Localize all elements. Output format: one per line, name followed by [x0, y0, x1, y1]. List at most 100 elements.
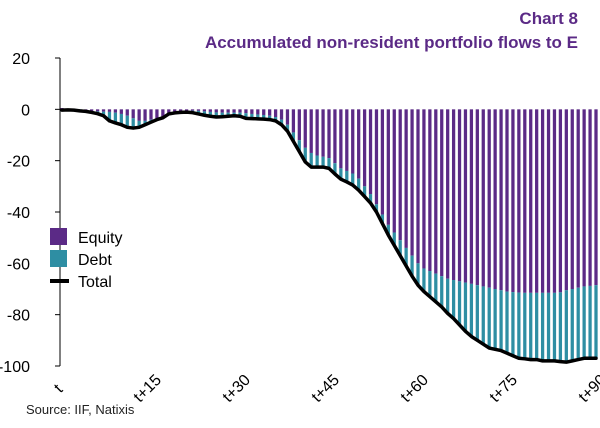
debt-bar — [226, 112, 230, 117]
equity-bar — [523, 109, 527, 293]
equity-bar — [588, 109, 592, 286]
debt-bar — [511, 292, 515, 356]
equity-bar — [244, 109, 248, 114]
equity-bar — [451, 109, 456, 281]
debt-bar — [297, 140, 301, 152]
debt-bar — [440, 276, 444, 307]
debt-bar — [451, 280, 456, 319]
equity-bar — [184, 109, 189, 111]
total-line — [60, 108, 598, 364]
debt-bar — [333, 163, 337, 175]
equity-bar — [101, 109, 106, 112]
legend-swatch-debt — [50, 250, 67, 267]
equity-bar — [285, 109, 290, 125]
debt-bar — [576, 287, 580, 360]
debt-bar — [351, 173, 355, 186]
debt-bar — [594, 285, 598, 359]
debt-bar — [273, 117, 278, 121]
debt-bar — [535, 292, 539, 360]
legend-label-debt: Debt — [78, 252, 112, 269]
equity-bar — [404, 109, 408, 248]
y-tick-label: -40 — [7, 205, 30, 222]
equity-bar — [469, 109, 474, 284]
equity-bar — [339, 109, 343, 169]
equity-bar — [190, 109, 195, 111]
equity-bar — [499, 109, 503, 291]
debt-bar — [582, 286, 586, 359]
equity-bar — [351, 109, 355, 174]
equity-bar — [386, 109, 390, 225]
equity-bar — [374, 109, 379, 205]
y-tick-label: 20 — [12, 51, 30, 68]
equity-bar — [321, 109, 325, 157]
equity-bar — [167, 109, 171, 114]
x-tick-label: t — [51, 381, 67, 397]
equity-bar — [220, 109, 224, 113]
equity-bar — [273, 109, 278, 118]
y-tick-label: -60 — [7, 256, 30, 273]
equity-bar — [398, 109, 402, 241]
debt-bar — [481, 286, 485, 345]
debt-bar — [380, 214, 385, 224]
debt-bar — [214, 112, 218, 118]
equity-bar — [256, 109, 260, 115]
y-tick-label: 0 — [21, 102, 30, 119]
debt-bar — [119, 113, 123, 125]
debt-bar — [262, 114, 266, 120]
equity-bar — [268, 109, 272, 116]
y-tick-label: -100 — [0, 359, 30, 376]
equity-bar — [161, 109, 165, 118]
equity-bar — [552, 109, 557, 293]
equity-bar — [202, 109, 207, 112]
debt-bar — [428, 271, 432, 297]
debt-bar — [131, 118, 135, 129]
equity-bar — [113, 109, 118, 113]
equity-bar — [558, 109, 563, 293]
debt-bar — [570, 289, 574, 361]
equity-bar — [214, 109, 218, 113]
debt-bar — [220, 112, 224, 117]
debt-bar — [374, 204, 379, 212]
equity-bar — [457, 109, 462, 282]
equity-bar — [238, 109, 242, 113]
debt-bar — [113, 112, 118, 123]
debt-bar — [107, 111, 112, 121]
equity-bar — [564, 109, 568, 291]
equity-bar — [416, 109, 420, 264]
x-tick-label: t+90 — [576, 372, 600, 406]
debt-bar — [345, 170, 349, 182]
debt-bar — [285, 124, 290, 132]
debt-bar — [422, 268, 426, 292]
equity-bar — [125, 109, 129, 116]
equity-bar — [250, 109, 254, 114]
debt-bar — [463, 282, 468, 332]
equity-bar — [546, 109, 551, 293]
debt-bar — [315, 155, 319, 168]
equity-bar — [119, 109, 123, 114]
debt-bar — [434, 273, 438, 302]
equity-bar — [327, 109, 331, 159]
equity-bar — [505, 109, 509, 292]
debt-bar — [523, 292, 527, 359]
debt-bar — [499, 290, 503, 351]
equity-bar — [107, 109, 112, 112]
equity-bar — [540, 109, 545, 293]
legend: Equity Debt Total — [50, 228, 122, 291]
equity-bar — [493, 109, 497, 289]
source-note: Source: IIF, Natixis — [26, 402, 135, 417]
equity-bar — [303, 109, 307, 148]
equity-bar — [422, 109, 426, 269]
equity-bar — [143, 109, 147, 121]
equity-bar — [90, 109, 94, 112]
equity-bar — [95, 109, 100, 112]
equity-bar — [362, 109, 367, 187]
equity-bar — [594, 109, 598, 286]
equity-bar — [196, 109, 201, 111]
equity-bar — [279, 109, 284, 120]
legend-swatch-equity — [50, 228, 67, 245]
equity-bar — [410, 109, 414, 256]
debt-bar — [469, 283, 474, 337]
equity-bar — [428, 109, 432, 272]
equity-bar — [297, 109, 301, 141]
